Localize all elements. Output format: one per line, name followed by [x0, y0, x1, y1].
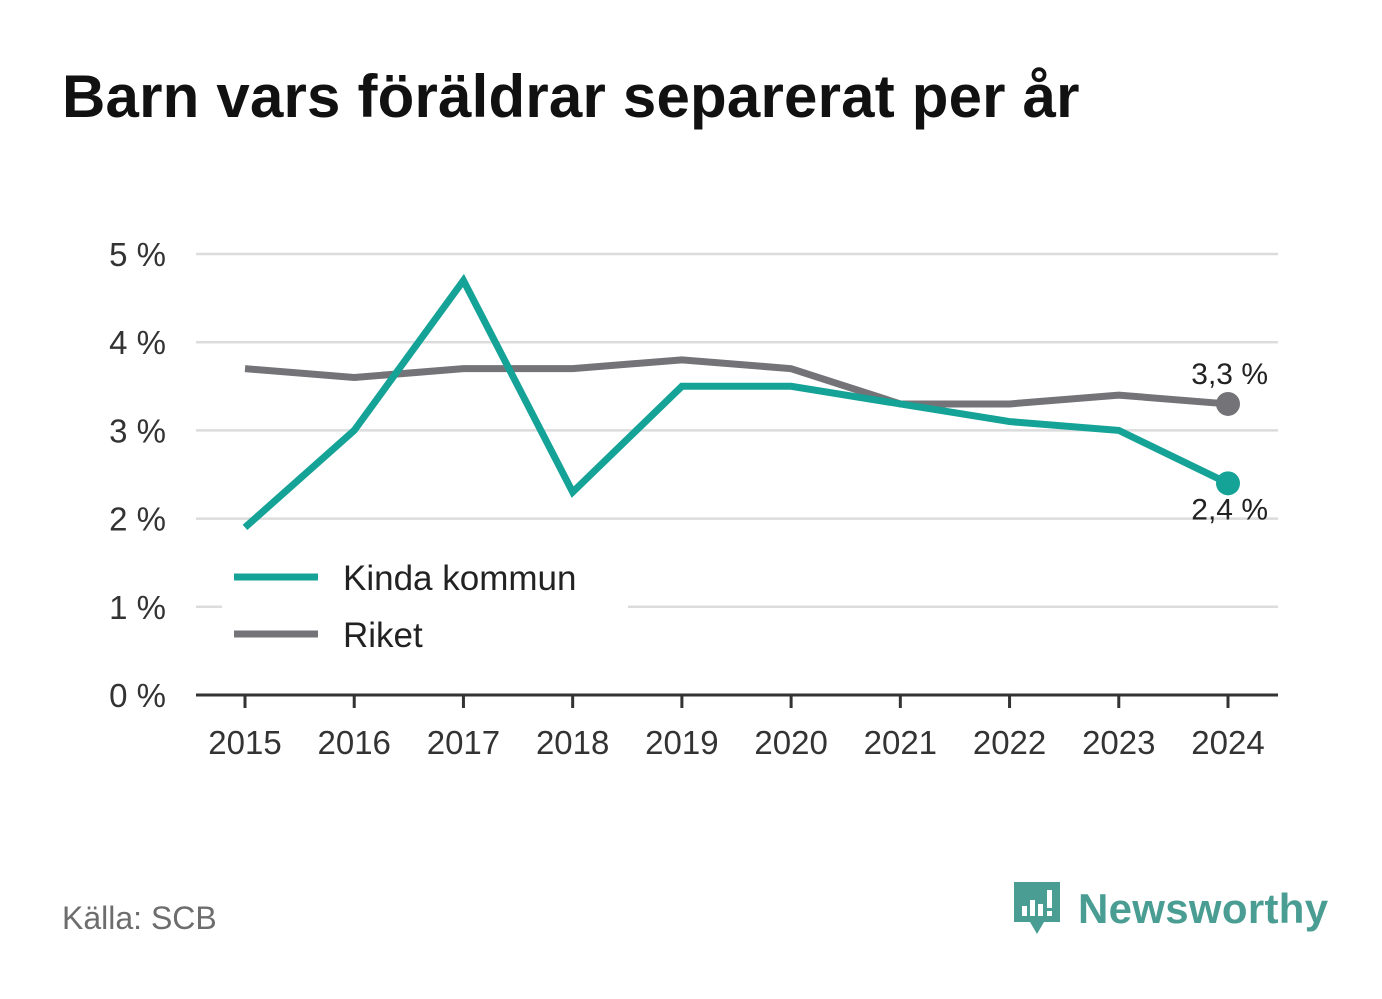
x-tick-label: 2023 [1082, 724, 1155, 761]
x-tick-label: 2016 [318, 724, 391, 761]
legend-label: Kinda kommun [343, 559, 576, 598]
x-tick-label: 2015 [208, 724, 281, 761]
newsworthy-logo-icon [1014, 882, 1060, 934]
source-label: Källa: SCB [62, 900, 217, 936]
end-point-marker [1216, 391, 1240, 416]
y-tick-label: 4 % [109, 324, 166, 361]
y-tick-label: 2 % [109, 501, 166, 538]
x-tick-label: 2022 [973, 724, 1046, 761]
y-axis-ticks: 0 % 1 % 2 % 3 % 4 % 5 % [109, 236, 166, 714]
y-tick-label: 1 % [109, 589, 166, 626]
x-axis: 2015 2016 2017 2018 2019 2020 2021 2022 2023 2024 [196, 693, 1278, 761]
brand-logo[interactable]: Newsworthy [1010, 878, 1328, 940]
end-label-kinda: 2,4 % [1191, 493, 1268, 526]
x-tick-label: 2020 [754, 724, 827, 761]
series-line-riket [244, 356, 1229, 408]
x-tick-label: 2021 [864, 724, 937, 761]
legend-background [222, 548, 628, 668]
series-lines [242, 273, 1240, 531]
x-tick-label: 2019 [645, 724, 718, 761]
series-line-kinda-kommun [242, 273, 1230, 531]
legend-label: Riket [343, 616, 423, 655]
x-tick-label: 2017 [427, 724, 500, 761]
y-tick-label: 3 % [109, 412, 166, 449]
brand-name: Newsworthy [1078, 885, 1329, 932]
x-tick-label: 2024 [1191, 724, 1264, 761]
chart-title: Barn vars föräldrar separerat per år [62, 63, 1080, 130]
legend: Kinda kommun Riket [222, 548, 628, 668]
end-point-marker [1216, 471, 1240, 496]
end-labels: 3,3 % 2,4 % [1191, 358, 1268, 526]
y-tick-label: 0 % [109, 677, 166, 714]
y-tick-label: 5 % [109, 236, 166, 273]
end-label-riket: 3,3 % [1191, 358, 1268, 391]
x-tick-label: 2018 [536, 724, 609, 761]
